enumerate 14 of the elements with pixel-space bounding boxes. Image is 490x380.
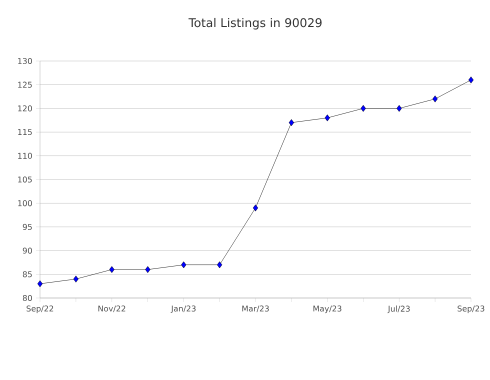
point: [109, 266, 114, 273]
point: [252, 204, 258, 212]
point: [37, 280, 43, 288]
point: [73, 276, 79, 282]
point: [288, 119, 294, 126]
point: [468, 76, 474, 84]
point: [360, 105, 366, 112]
chart-title: Total Listings in 90029: [188, 18, 322, 30]
point: [324, 114, 330, 122]
point: [396, 105, 402, 112]
point: [181, 261, 186, 268]
point: [145, 266, 150, 273]
point: [432, 96, 438, 102]
point: [216, 261, 222, 268]
